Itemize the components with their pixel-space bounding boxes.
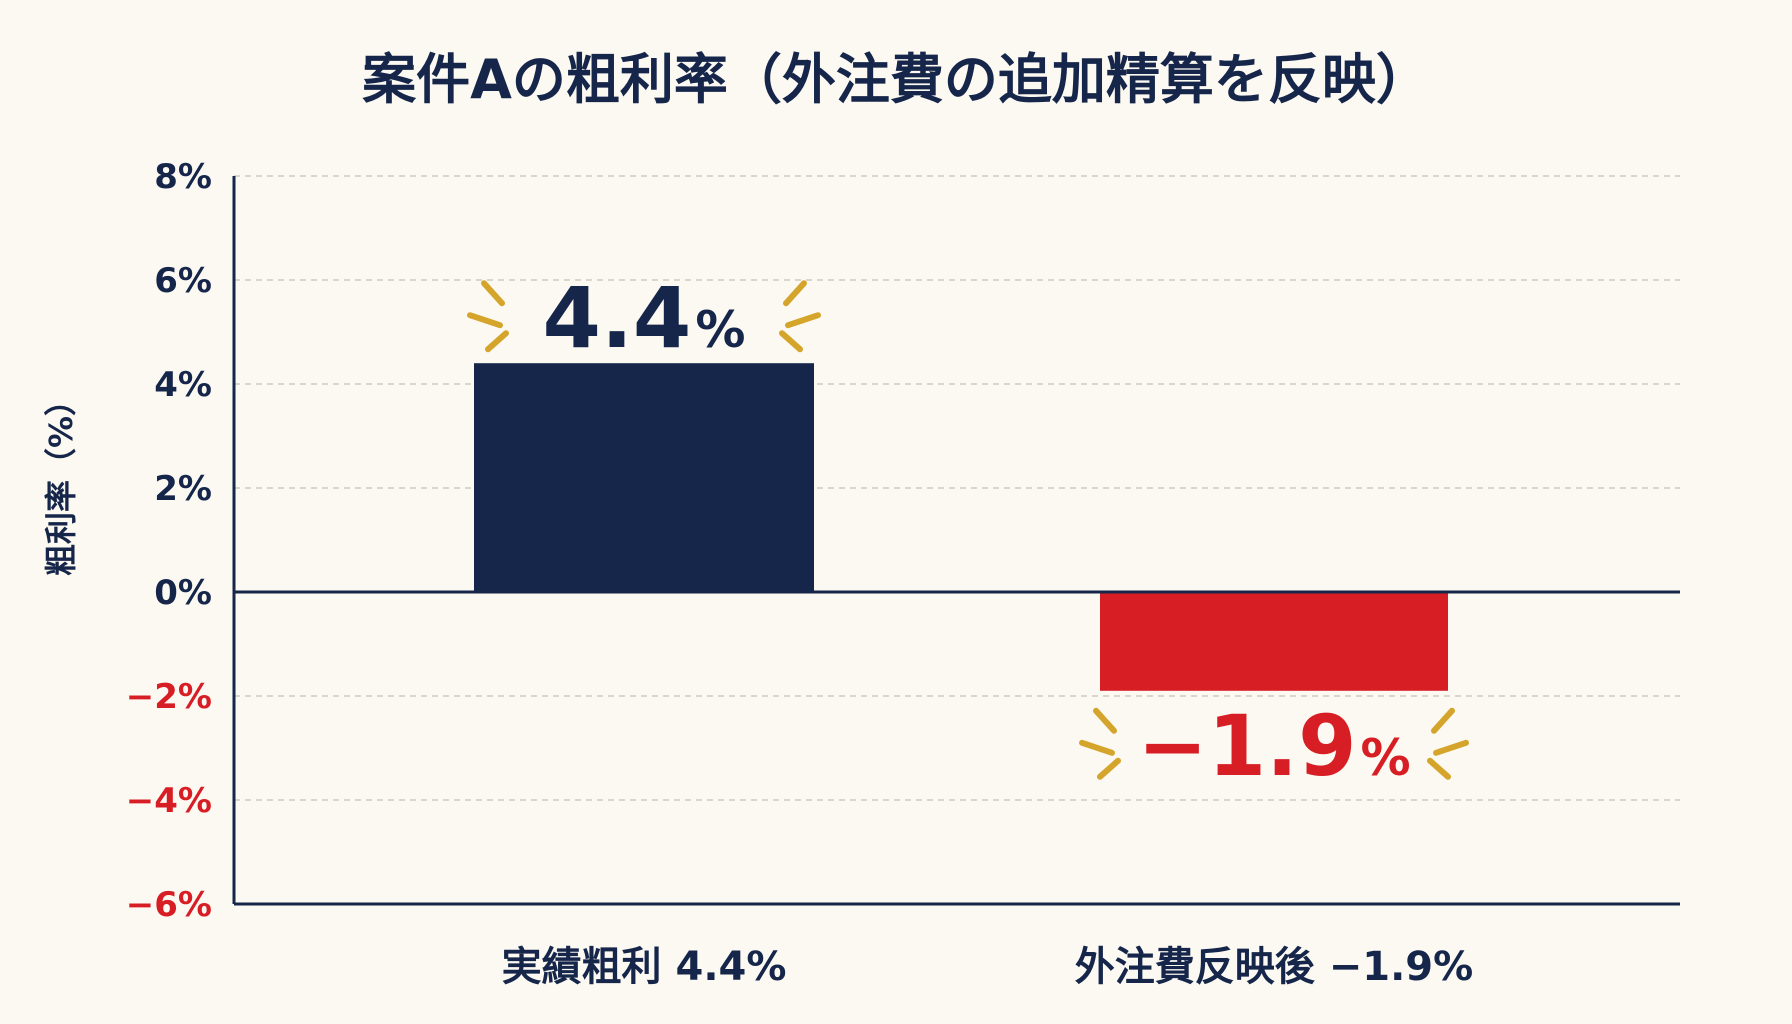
- y-tick-label: 6%: [154, 261, 212, 301]
- y-tick-label: 4%: [154, 365, 212, 405]
- bar: [1100, 592, 1448, 691]
- emphasis-burst-icon: [467, 280, 821, 353]
- y-tick-label: 0%: [154, 573, 212, 613]
- y-tick-label: −2%: [126, 677, 212, 717]
- data-label-number: 4.4: [543, 269, 692, 367]
- emphasis-burst-icon: [1079, 707, 1469, 780]
- y-tick-label: −6%: [126, 885, 212, 925]
- category-label: 実績粗利 4.4%: [502, 944, 787, 990]
- axes: [232, 176, 1680, 906]
- data-label-unit: %: [695, 301, 745, 359]
- y-tick-label: 8%: [154, 157, 212, 197]
- bar: [474, 363, 814, 592]
- y-tick-label: 2%: [154, 469, 212, 509]
- data-label: 4.4%: [543, 269, 746, 367]
- y-tick-label: −4%: [126, 781, 212, 821]
- y-tick-labels: 8% 6% 4% 2% 0% −2% −4% −6%: [126, 157, 212, 925]
- data-label: −1.9%: [1137, 697, 1410, 795]
- data-labels: 4.4%−1.9%: [467, 269, 1469, 795]
- category-labels: 実績粗利 4.4% 外注費反映後 −1.9%: [502, 944, 1474, 990]
- gridlines: [234, 175, 1680, 801]
- bars: [474, 363, 1448, 691]
- data-label-number: −1.9: [1137, 697, 1356, 795]
- category-label: 外注費反映後 −1.9%: [1075, 944, 1473, 990]
- y-axis-title: 粗利率（%）: [42, 384, 80, 576]
- data-label-unit: %: [1361, 729, 1411, 787]
- chart-title: 案件Aの粗利率（外注費の追加精算を反映）: [362, 48, 1430, 111]
